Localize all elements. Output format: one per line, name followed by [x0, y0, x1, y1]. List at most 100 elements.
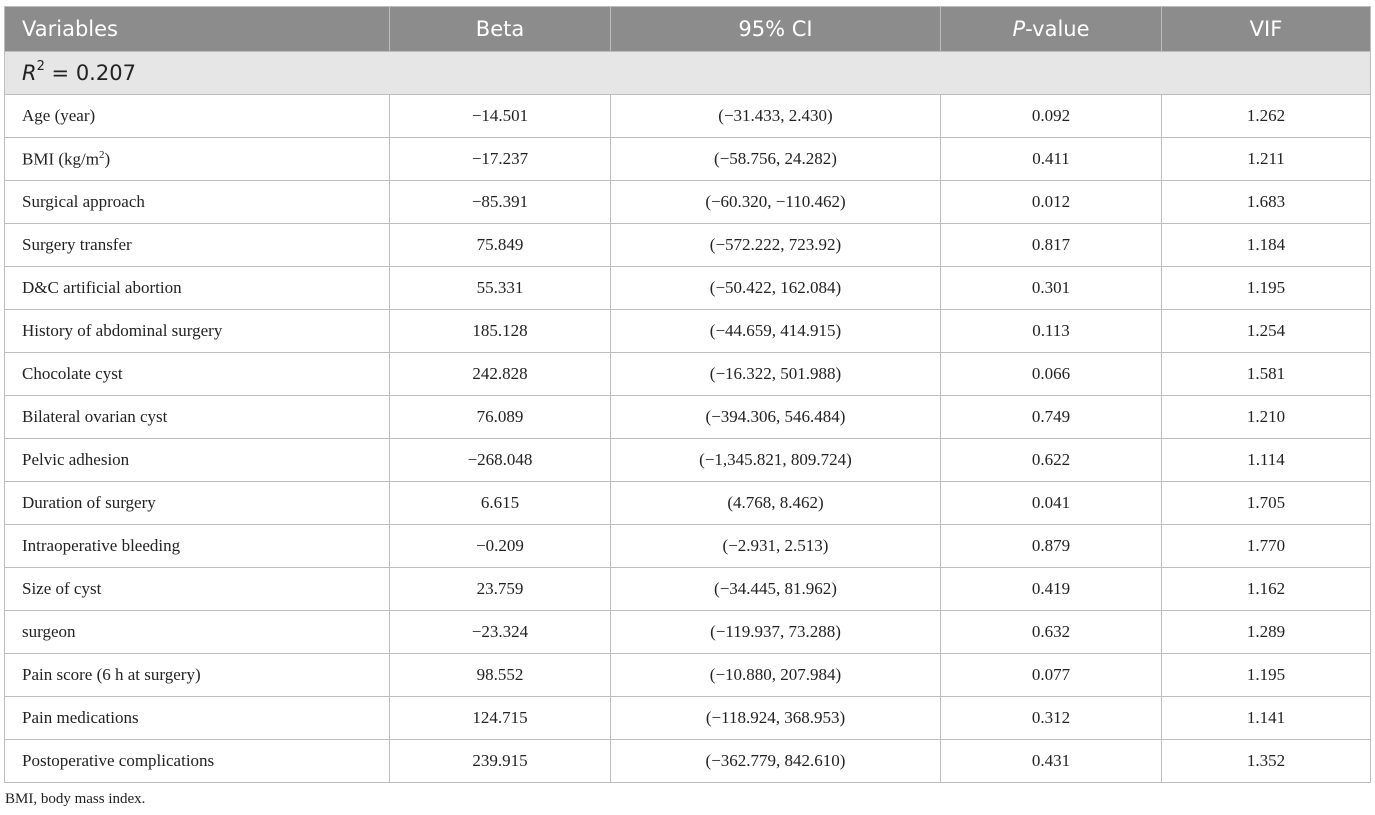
table-row: Chocolate cyst 242.828 (−16.322, 501.988) 0… [4, 352, 1371, 396]
cell-ci: (−31.433, 2.430) [610, 94, 941, 138]
header-vif: VIF [1161, 6, 1371, 52]
variable-name: Surgical approach [22, 192, 145, 211]
cell-ci: (−362.779, 842.610) [610, 739, 941, 783]
cell-ci: (−119.937, 73.288) [610, 610, 941, 654]
cell-beta: −0.209 [389, 524, 611, 568]
cell-variable: Chocolate cyst [4, 352, 390, 396]
table-header-row: Variables Beta 95% CI P-value VIF [4, 6, 1371, 52]
header-p-symbol: P [1012, 17, 1026, 41]
cell-ci: (−394.306, 546.484) [610, 395, 941, 439]
cell-p-value: 0.301 [940, 266, 1162, 310]
cell-vif: 1.114 [1161, 438, 1371, 482]
table-row: History of abdominal surgery 185.128 (−44.… [4, 309, 1371, 353]
cell-vif: 1.195 [1161, 653, 1371, 697]
cell-p-value: 0.632 [940, 610, 1162, 654]
variable-name: Pelvic adhesion [22, 450, 130, 469]
r-value: = 0.207 [44, 61, 136, 85]
cell-beta: 6.615 [389, 481, 611, 525]
cell-p-value: 0.066 [940, 352, 1162, 396]
variable-name: Intraoperative bleeding [22, 536, 181, 555]
table-row: BMI (kg/m2) −17.237 (−58.756, 24.282) 0.411… [4, 137, 1371, 181]
cell-beta: 242.828 [389, 352, 611, 396]
cell-variable: Postoperative complications [4, 739, 390, 783]
r-squared-cell: R2 = 0.207 [4, 51, 1371, 95]
cell-vif: 1.289 [1161, 610, 1371, 654]
cell-variable: surgeon [4, 610, 390, 654]
variable-name: Pain score (6 h at surgery) [22, 665, 201, 684]
cell-vif: 1.262 [1161, 94, 1371, 138]
cell-p-value: 0.431 [940, 739, 1162, 783]
cell-ci: (−60.320, −110.462) [610, 180, 941, 224]
cell-p-value: 0.077 [940, 653, 1162, 697]
variable-name: Surgery transfer [22, 235, 132, 254]
table-row: Bilateral ovarian cyst 76.089 (−394.306, 5… [4, 395, 1371, 439]
cell-p-value: 0.092 [940, 94, 1162, 138]
table-footnote: BMI, body mass index. [5, 791, 146, 807]
cell-variable: Size of cyst [4, 567, 390, 611]
variable-name: Chocolate cyst [22, 364, 123, 383]
variable-name: Postoperative complications [22, 751, 215, 770]
cell-p-value: 0.879 [940, 524, 1162, 568]
header-beta: Beta [389, 6, 611, 52]
variable-name: Age (year) [22, 106, 96, 125]
cell-ci: (−34.445, 81.962) [610, 567, 941, 611]
cell-vif: 1.770 [1161, 524, 1371, 568]
cell-ci: (−118.924, 368.953) [610, 696, 941, 740]
variable-name: History of abdominal surgery [22, 321, 223, 340]
regression-table: Variables Beta 95% CI P-value VIF R2 = 0… [4, 6, 1371, 783]
cell-ci: (−44.659, 414.915) [610, 309, 941, 353]
variable-name: Size of cyst [22, 579, 102, 598]
variable-name: Pain medications [22, 708, 139, 727]
cell-p-value: 0.312 [940, 696, 1162, 740]
cell-ci: (−1,345.821, 809.724) [610, 438, 941, 482]
cell-ci: (4.768, 8.462) [610, 481, 941, 525]
variable-superscript: 2 [98, 148, 105, 161]
cell-variable: Surgery transfer [4, 223, 390, 267]
cell-beta: −85.391 [389, 180, 611, 224]
cell-beta: 55.331 [389, 266, 611, 310]
table-row: Surgery transfer 75.849 (−572.222, 723.92)… [4, 223, 1371, 267]
table-row: Pelvic adhesion −268.048 (−1,345.821, 809.… [4, 438, 1371, 482]
table-row: Surgical approach −85.391 (−60.320, −110.4… [4, 180, 1371, 224]
cell-variable: Surgical approach [4, 180, 390, 224]
cell-p-value: 0.817 [940, 223, 1162, 267]
cell-variable: Duration of surgery [4, 481, 390, 525]
cell-variable: Pain score (6 h at surgery) [4, 653, 390, 697]
cell-variable: Bilateral ovarian cyst [4, 395, 390, 439]
variable-name: D&C artificial abortion [22, 278, 182, 297]
variable-name-suffix: ) [104, 149, 111, 169]
cell-beta: −268.048 [389, 438, 611, 482]
cell-variable: Pelvic adhesion [4, 438, 390, 482]
cell-variable: Pain medications [4, 696, 390, 740]
variable-name: surgeon [22, 622, 76, 641]
header-variables: Variables [4, 6, 390, 52]
cell-beta: 75.849 [389, 223, 611, 267]
cell-ci: (−50.422, 162.084) [610, 266, 941, 310]
cell-vif: 1.683 [1161, 180, 1371, 224]
table-row: Age (year) −14.501 (−31.433, 2.430) 0.092 1.… [4, 94, 1371, 138]
cell-vif: 1.581 [1161, 352, 1371, 396]
table-row: Duration of surgery 6.615 (4.768, 8.462) 0.… [4, 481, 1371, 525]
cell-vif: 1.195 [1161, 266, 1371, 310]
cell-beta: 239.915 [389, 739, 611, 783]
cell-vif: 1.141 [1161, 696, 1371, 740]
cell-variable: Intraoperative bleeding [4, 524, 390, 568]
cell-variable: Age (year) [4, 94, 390, 138]
table-row: Pain medications 124.715 (−118.924, 368.95… [4, 696, 1371, 740]
cell-vif: 1.210 [1161, 395, 1371, 439]
cell-variable: D&C artificial abortion [4, 266, 390, 310]
table-row: Size of cyst 23.759 (−34.445, 81.962) 0.419… [4, 567, 1371, 611]
r-exponent: 2 [36, 59, 45, 74]
cell-vif: 1.211 [1161, 137, 1371, 181]
cell-vif: 1.162 [1161, 567, 1371, 611]
cell-beta: −17.237 [389, 137, 611, 181]
cell-p-value: 0.041 [940, 481, 1162, 525]
header-p-value: P-value [940, 6, 1162, 52]
cell-vif: 1.254 [1161, 309, 1371, 353]
variable-name: Duration of surgery [22, 493, 156, 512]
cell-beta: −23.324 [389, 610, 611, 654]
cell-ci: (−58.756, 24.282) [610, 137, 941, 181]
cell-variable: BMI (kg/m2) [4, 137, 390, 181]
cell-beta: 124.715 [389, 696, 611, 740]
cell-variable: History of abdominal surgery [4, 309, 390, 353]
